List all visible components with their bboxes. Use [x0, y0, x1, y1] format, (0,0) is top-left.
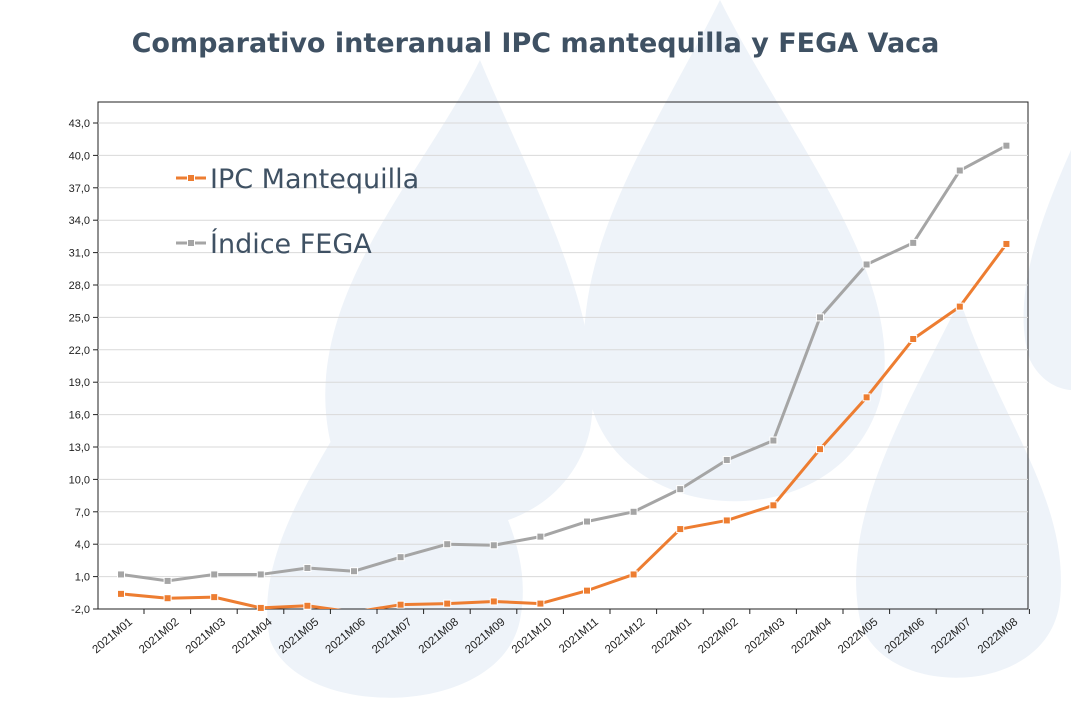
x-tick-label: 2021M08: [417, 616, 461, 656]
data-point: [909, 238, 918, 247]
y-tick-label: 16,0: [69, 410, 90, 422]
y-tick-label: 43,0: [69, 118, 90, 130]
data-point: [955, 302, 964, 311]
data-point: [536, 532, 545, 541]
data-point: [1002, 239, 1011, 248]
legend-marker: [187, 174, 195, 182]
x-tick-label: 2021M03: [184, 616, 228, 656]
data-point: [769, 436, 778, 445]
data-point: [629, 570, 638, 579]
chart-title: Comparativo interanual IPC mantequilla y…: [131, 28, 940, 59]
x-tick-label: 2021M05: [277, 616, 321, 656]
x-tick-label: 2021M02: [137, 616, 181, 656]
y-tick-label: 4,0: [75, 539, 90, 551]
legend: IPC Mantequilla Índice FEGA: [176, 164, 419, 260]
y-tick-label: 34,0: [69, 215, 90, 227]
data-point: [816, 445, 824, 454]
series-group: [117, 141, 1011, 612]
legend-label: Índice FEGA: [210, 228, 372, 260]
data-point: [1002, 141, 1011, 150]
data-point: [163, 576, 172, 585]
series-line-ipc-mantequilla: [120, 243, 1008, 609]
data-point: [816, 313, 824, 322]
x-tick-label: 2022M02: [696, 616, 740, 656]
series-line--ndice-fega: [120, 144, 1008, 583]
data-point: [489, 597, 498, 606]
x-tick-label: 2021M01: [90, 616, 134, 656]
data-point: [676, 485, 685, 494]
x-tick-label: 2022M04: [789, 616, 834, 656]
gridlines: [98, 122, 1028, 578]
y-tick-label: -2,0: [71, 604, 90, 616]
y-tick-label: 22,0: [69, 345, 90, 357]
data-point: [489, 541, 498, 550]
y-tick-label: 7,0: [75, 507, 90, 519]
x-tick-label: 2021M12: [603, 616, 647, 656]
data-point: [583, 586, 591, 595]
data-point: [862, 393, 871, 402]
x-tick-label: 2021M07: [370, 616, 414, 656]
data-point: [629, 507, 638, 516]
data-point: [909, 335, 918, 343]
data-point: [396, 600, 405, 609]
x-tick-label: 2022M03: [743, 616, 787, 656]
y-tick-label: 31,0: [69, 248, 90, 260]
y-tick-label: 10,0: [69, 474, 90, 486]
data-point: [676, 525, 685, 534]
y-tick-label: 37,0: [69, 183, 90, 195]
x-axis-ticks: 2021M01 2021M02 2021M03 2021M04 2021M05 2021M…: [90, 609, 1030, 656]
x-tick-label: 2021M11: [557, 616, 601, 655]
legend-label: IPC Mantequilla: [210, 164, 419, 195]
x-tick-label: 2021M10: [510, 616, 554, 656]
x-tick-label: 2021M04: [230, 616, 275, 656]
data-point: [443, 599, 452, 608]
data-point: [303, 601, 312, 610]
data-point: [256, 603, 265, 612]
y-tick-label: 13,0: [69, 442, 90, 454]
y-tick-label: 1,0: [75, 572, 90, 584]
data-point: [722, 516, 731, 525]
x-tick-label: 2022M05: [836, 616, 880, 656]
y-tick-label: 25,0: [69, 312, 90, 324]
y-axis-ticks: -2,0 1,0 4,0 7,0 10,0 13,0 16,0 19,0 22,0 25,0 28,…: [69, 118, 98, 616]
x-tick-label: 2022M06: [883, 616, 927, 656]
legend-marker: [187, 239, 195, 247]
y-tick-label: 40,0: [69, 150, 90, 162]
x-tick-label: 2022M08: [976, 616, 1020, 656]
data-point: [303, 563, 312, 572]
data-point: [210, 593, 219, 602]
data-point: [443, 540, 452, 549]
data-point: [117, 570, 125, 579]
data-point: [536, 599, 545, 608]
data-point: [256, 570, 265, 579]
data-point: [210, 570, 219, 579]
data-point: [117, 589, 125, 598]
x-tick-label: 2021M06: [323, 616, 367, 656]
data-point: [769, 501, 778, 510]
data-point: [955, 166, 964, 175]
y-tick-label: 19,0: [69, 377, 90, 389]
data-point: [862, 260, 871, 269]
data-point: [396, 553, 405, 562]
data-point: [350, 567, 358, 576]
data-point: [583, 517, 591, 526]
x-tick-label: 2022M01: [650, 616, 694, 656]
data-point: [722, 455, 731, 464]
x-tick-label: 2022M07: [929, 616, 973, 656]
x-tick-label: 2021M09: [463, 616, 507, 656]
data-point: [163, 594, 172, 603]
y-tick-label: 28,0: [69, 280, 90, 292]
